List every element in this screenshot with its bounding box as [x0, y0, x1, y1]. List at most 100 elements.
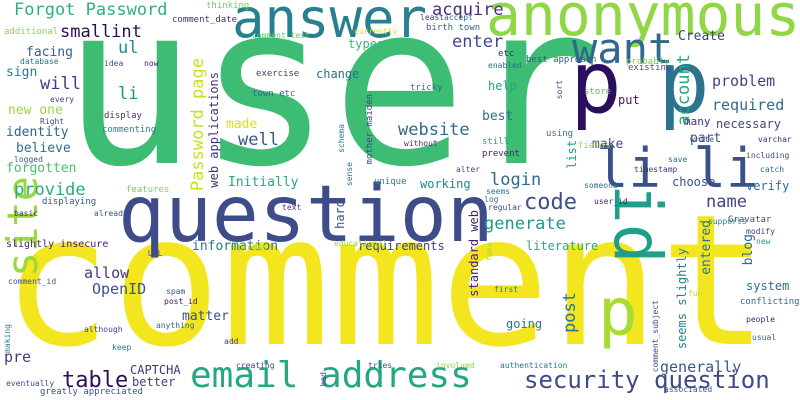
word-seems-slightly: seems slightly: [675, 248, 689, 350]
word-exercise: exercise: [256, 69, 300, 79]
word-log: log: [484, 195, 499, 204]
word-help: help: [488, 79, 517, 93]
word-comment-text: comment_text: [252, 31, 310, 40]
word-display: display: [104, 111, 142, 121]
word-p: p: [598, 274, 638, 351]
word-best: best: [482, 109, 514, 124]
word-password-page: Password page: [188, 58, 208, 192]
word-usual: usual: [752, 333, 777, 342]
word-email-address: email address: [190, 355, 472, 396]
word-web-applications: web applications: [207, 72, 221, 188]
word-blog: blog: [741, 234, 756, 266]
word-modify: modify: [746, 227, 775, 236]
word-every: every: [50, 95, 75, 104]
word-facing: facing: [26, 45, 73, 60]
word-li: li: [118, 84, 139, 104]
word-already: already: [94, 209, 128, 218]
word-p: p: [658, 33, 710, 133]
word-bad: bad: [319, 372, 328, 387]
word-associated: associated: [664, 385, 713, 394]
word-commenting: commenting: [102, 125, 157, 135]
word-part: part: [690, 131, 722, 146]
word-schema: schema: [337, 124, 346, 153]
word-website: website: [398, 120, 470, 140]
word-code: code: [524, 190, 577, 215]
word-additional: additional: [4, 27, 59, 37]
word-many: many: [684, 115, 711, 128]
word-accept: accept: [444, 13, 473, 22]
word-system: system: [746, 279, 790, 293]
word-create: Create: [678, 29, 725, 44]
word-question: question: [118, 170, 494, 260]
word-involved: involved: [436, 361, 475, 370]
word-name: name: [706, 192, 747, 212]
word-still: still: [482, 137, 510, 147]
word-unique: unique: [374, 177, 407, 187]
word-going: going: [506, 317, 543, 331]
word-li-li: li li: [596, 137, 759, 200]
word-someone: someone: [584, 181, 618, 190]
word-standard-web: standard web: [467, 210, 481, 297]
word-acquire: acquire: [432, 0, 504, 20]
word-basic: basic: [14, 209, 39, 218]
word-initially: Initially: [228, 175, 299, 190]
word-first: first: [494, 285, 519, 294]
word-comment: comment: [2, 175, 770, 387]
word-openid: OpenID: [92, 280, 147, 298]
word-sign: sign: [6, 65, 38, 80]
word-etc: etc: [498, 49, 515, 59]
word-enabled: enabled: [488, 61, 522, 70]
word-sort: sort: [555, 80, 564, 100]
word-identity: identity: [6, 125, 69, 140]
word-comment-subject: comment_subject: [651, 300, 660, 373]
word-educational: educational: [334, 239, 387, 248]
word-make: make: [592, 137, 624, 152]
word-put: put: [618, 93, 640, 107]
word-fake: fake: [485, 242, 494, 262]
word-types: types: [348, 37, 385, 51]
word-mother-maiden: mother maiden: [365, 94, 375, 165]
word-text: text: [282, 203, 302, 212]
word-anonymous: anonymous: [486, 0, 800, 49]
word-post: post: [560, 292, 580, 333]
word-without: without: [404, 139, 438, 148]
word-generally: generally: [660, 358, 742, 376]
word-write: write: [690, 135, 715, 144]
word-comment-date: comment_date: [172, 15, 238, 25]
word-literature: literature: [526, 239, 599, 253]
word-store: store: [584, 87, 612, 97]
word-will: will: [40, 74, 81, 94]
word-town-etc: town etc: [252, 89, 296, 99]
word-enter: enter: [452, 32, 504, 52]
word-allow: allow: [84, 264, 130, 282]
word-hard: hard: [333, 200, 347, 229]
word-captcha: CAPTCHA: [130, 363, 181, 377]
word-alter: alter: [456, 165, 481, 174]
word-right: Right: [40, 117, 65, 126]
word-features: features: [126, 185, 170, 195]
word-tricky: tricky: [410, 83, 443, 93]
word-answer: answer: [232, 0, 428, 50]
word-least: least: [420, 13, 445, 22]
word-prevent: prevent: [482, 149, 520, 159]
word-ul: ul: [118, 38, 139, 58]
word-security-question: security question: [524, 366, 770, 394]
word-table: table: [62, 368, 129, 393]
word-thinking: thinking: [206, 1, 250, 11]
word-tries: tries: [368, 361, 393, 370]
word-user: user: [62, 0, 602, 216]
word-list: list: [565, 140, 579, 169]
word-displaying: displaying: [42, 197, 97, 207]
word-new-one: new one: [8, 103, 63, 118]
word-well: well: [238, 130, 279, 150]
word-believe: believe: [16, 141, 71, 156]
word-fields: fields: [578, 141, 611, 151]
word-although: although: [84, 325, 123, 334]
word-new: new: [756, 237, 771, 246]
word-forgotten: forgotten: [6, 161, 77, 176]
word-eventually: eventually: [6, 379, 55, 388]
word-id: id: [599, 184, 676, 264]
word-varchar: varchar: [758, 135, 792, 144]
word-sense: sense: [345, 162, 354, 187]
